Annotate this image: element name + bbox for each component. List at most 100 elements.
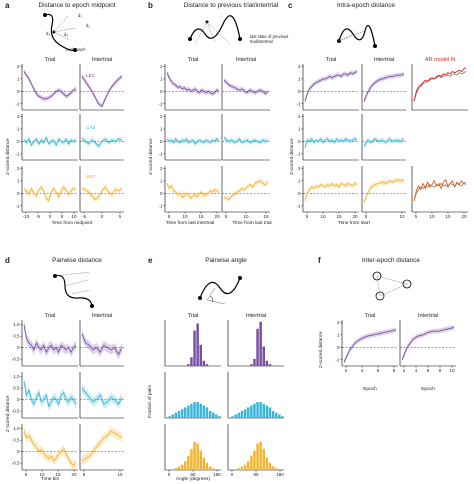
c-ar-xtick-label: 10 [429,214,435,219]
panel-a-col-trial: Trial [44,57,56,63]
c-ar-fit-LEC-line [413,67,467,102]
a-LEC-ytick-label: 0 [17,89,20,94]
e-trial-CA3-bar [171,414,174,418]
a-inter-xtick-label: 0 [101,214,104,219]
f-trial-xtick-label: 4 [361,368,364,373]
a-inter-MEC-band [82,184,122,203]
e-inter-MEC-bar [237,468,241,470]
a-CA3-ytick-label: 2 [17,114,20,119]
b-LEC-ytick-label: 1 [160,76,163,81]
a-inter-CA3-line [81,138,123,148]
e-trial-LEC-bar [196,323,199,366]
b-trial-xtick-label: 20 [214,214,220,219]
e-inter-CA3-bar [237,412,241,418]
e-inter-CA3-bar [281,416,284,418]
c-trial-CA3-band [305,136,357,151]
c-MEC-ytick-label: 1 [298,178,301,183]
c-trial-xtick-label: 10 [320,214,326,219]
b-CA3-ytick-label: 1 [160,126,163,131]
panel-a-d2-label: d₂ [86,23,90,28]
panel-b-annotation: last state of previous trial/intertrial [250,34,289,44]
a-trial-xtick-label: -5 [36,214,40,219]
panel-a-label-mec: MEC [86,175,97,180]
e-inter-xtick-label: 180 [276,472,284,477]
d-inter-CA3-line [81,387,123,406]
panel-a-d3-label: d₃ [64,32,69,37]
c-LEC-ytick-label: -1 [296,101,300,106]
d-inter-xtick-label: 5 [83,472,86,477]
panel-e-col-intertrial: Intertrial [245,313,267,319]
c-LEC-ytick-label: 2 [298,64,301,69]
d-MEC-ytick-label: 0.5 [13,438,20,443]
c-ar-xtick-label: 20 [461,214,467,219]
a-CA3-ytick-label: 0 [17,139,20,144]
b-CA3-ytick-label: 0 [160,139,163,144]
a-inter-CA3-band [82,136,122,149]
b-inter-LEC-band [224,77,268,97]
e-inter-MEC-bar [275,468,278,470]
e-trial-MEC-bar [180,464,184,470]
c-inter-LEC-line [363,73,405,102]
e-trial-CA3-bar [187,405,190,418]
panel-b-col-trial: Trial [187,57,199,63]
b-MEC-ytick-label: 2 [160,166,163,171]
e-trial-xtick-label: 0 [168,472,171,477]
f-trial-xtick-label: 8 [393,368,396,373]
e-inter-MEC-bar [247,461,250,470]
panel-f-col-intertrial: Intertrial [417,313,439,319]
e-trial-MEC-bar [212,468,215,470]
a-inter-LEC-line [81,76,123,108]
b-trial-xtick-label: 10 [182,214,188,219]
d-CA3-ytick-label: 0 [17,397,20,402]
panel-c-col-trial: Trial [325,57,337,63]
b-inter-CA3-line [223,137,269,144]
d-trial-LEC-line [23,324,77,354]
a-LEC-ytick-label: 1 [17,76,20,81]
d-inter-xtick-label: 10 [117,472,123,477]
e-trial-MEC-bar [184,461,187,470]
a-LEC-ytick-label: -1 [15,101,19,106]
panel-b-title: Distance to previous trial/intertrial [183,2,279,9]
f-trial-xtick-label: 2 [345,368,348,373]
c-inter-xtick-label: 10 [399,214,405,219]
panel-a-label-ca3: CA3 [86,126,96,131]
a-inter-MEC-line [81,186,123,201]
d-inter-CA3-band [82,383,122,409]
e-trial-MEC-bar [193,441,196,470]
d-trial-xtick-label: 5 [25,472,28,477]
a-trial-LEC-line [23,71,77,100]
d-inter-LEC-line [81,333,123,356]
c-inter-CA3-band [364,136,404,149]
e-trial-CA3-bar [190,403,193,418]
d-CA3-ytick-label: 0.5 [13,386,20,391]
e-trial-MEC-bar [205,462,209,470]
d-CA3-ytick-label: 1.0 [13,374,20,379]
f-trial-xtick-label: 6 [377,368,380,373]
e-inter-CA3-bar [243,409,247,418]
a-CA3-ytick-label: 1 [17,126,20,131]
b-trial-LEC-line [166,72,220,95]
e-inter-LEC-bar [259,321,262,366]
panel-a-xlabel: Time from midpoint [51,221,93,226]
d-MEC-ytick-label: -0.5 [12,461,20,466]
d-LEC-ytick-label: -0.5 [12,357,20,362]
panel-b-xlabel-intertrial: Time from last trial [232,221,272,226]
e-inter-MEC-bar [265,457,269,470]
panel-b-col-intertrial: Intertrial [235,57,257,63]
c-LEC-ytick-label: 1 [298,76,301,81]
d-trial-LEC-band [24,320,76,357]
e-trial-MEC-bar [199,450,202,470]
b-inter-xtick-label: 5 [225,214,228,219]
c-trial-xtick-label: 20 [352,214,358,219]
panel-e-col-trial: Trial [187,313,199,319]
e-trial-CA3-bar [212,412,215,418]
d-LEC-ytick-label: 0.5 [13,334,20,339]
e-trial-CA3-bar [177,410,181,418]
f-ytick-label: 1 [337,332,340,337]
b-inter-CA3-band [224,135,268,146]
e-trial-MEC-bar [190,448,193,470]
c-trial-MEC-line [304,182,358,201]
e-trial-CA3-bar [193,402,196,418]
panel-f-xlabel-intertrial: Epoch [421,387,435,392]
c-inter-CA3-line [363,138,405,147]
